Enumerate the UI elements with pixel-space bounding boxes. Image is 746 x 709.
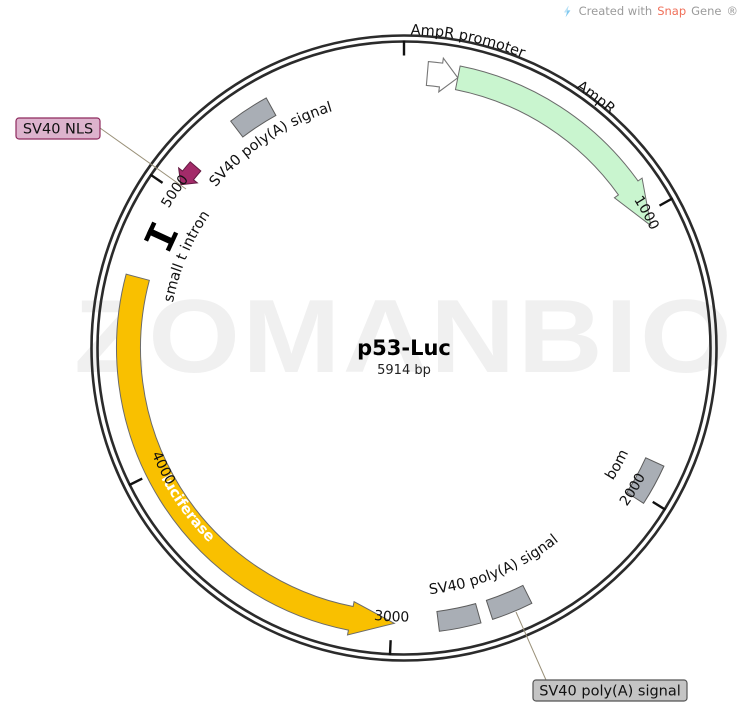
tick-3000: 3000 [373, 608, 409, 656]
feature-sv40-poly-a-signal-8[interactable]: SV40 poly(A) signal [207, 97, 342, 194]
tick-3000-label: 3000 [373, 608, 409, 626]
callout-line-sv40-polya [515, 611, 547, 681]
callout-line-sv40-nls [99, 127, 187, 190]
feature-label-2: bom [603, 447, 632, 483]
snapgene-logo-icon [561, 5, 574, 18]
feature-sv40-poly-a-signal-3[interactable]: SV40 poly(A) signal [421, 532, 566, 621]
attribution-prefix: Created with [578, 4, 653, 18]
feature-label-0: AmpR promoter [410, 23, 527, 62]
snapgene-attribution: Created with Snap Gene ® [561, 4, 738, 18]
tick-5000: 5000 [149, 172, 192, 211]
watermark-text: ZOMANBIO [74, 279, 734, 395]
page-title: p53-Luc [357, 336, 451, 360]
feature-sv40-nls-7[interactable] [177, 161, 202, 186]
feature-sv40-poly-a-signal-4[interactable] [436, 603, 482, 632]
attribution-brand-gene: Gene [691, 4, 722, 18]
svg-text:bom: bom [603, 447, 632, 483]
plasmid-size-label: 5914 bp [377, 363, 431, 378]
feature-ampr-1[interactable]: AmpR [454, 65, 652, 227]
attribution-registered: ® [726, 4, 739, 18]
attribution-brand-snap: Snap [657, 4, 687, 18]
feature-label-3: SV40 poly(A) signal [428, 532, 561, 599]
svg-text:SV40 poly(A) signal: SV40 poly(A) signal [428, 532, 561, 599]
svg-text:3000: 3000 [373, 608, 409, 626]
